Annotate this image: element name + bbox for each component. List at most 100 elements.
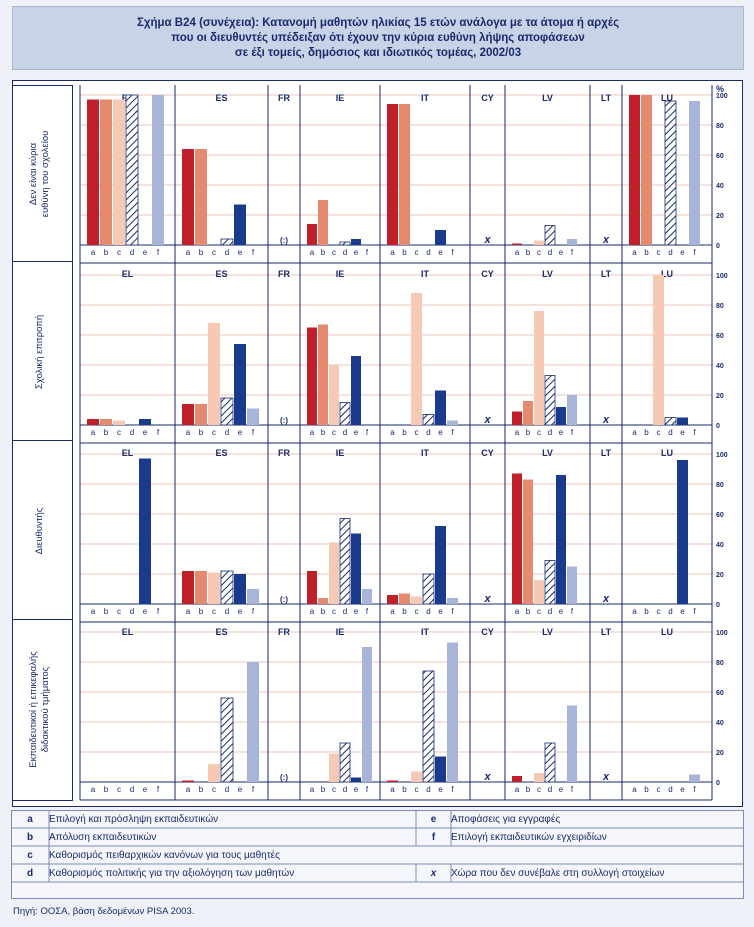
x-tick-label: d: [343, 428, 347, 437]
country-label-LT: LT: [601, 269, 612, 279]
x-tick-label: b: [526, 607, 531, 616]
legend-text-d: Καθορισμός πολιτικής για την αξιολόγηση …: [49, 867, 295, 879]
y-tick-label: 100: [716, 273, 728, 280]
x-tick-label: a: [310, 248, 315, 257]
x-tick-label: f: [252, 248, 255, 257]
country-label-ES: ES: [215, 269, 227, 279]
x-tick-label: d: [426, 248, 430, 257]
country-label-IT: IT: [421, 627, 430, 637]
legend-grid: [11, 810, 744, 899]
bar-IT-d: [422, 670, 435, 783]
x-tick-label: d: [225, 428, 229, 437]
x-tick-label: f: [571, 248, 574, 257]
country-label-EL: EL: [122, 448, 134, 458]
x-tick-label: c: [117, 428, 121, 437]
bar-EL-a: [87, 419, 99, 425]
row-label-box: [12, 261, 73, 444]
legend-key-x: x: [430, 867, 437, 879]
x-tick-label: f: [693, 607, 696, 616]
bar-IT-e: [435, 526, 446, 604]
legend-item-e: e Αποφάσεις για εγγραφές: [416, 810, 560, 828]
x-tick-label: e: [354, 785, 359, 794]
x-tick-label: c: [415, 248, 419, 257]
bar-ES-d: [220, 397, 234, 426]
panel-symbol-LT: x: [602, 234, 610, 246]
country-label-IE: IE: [336, 627, 345, 637]
legend-item-a: a Επιλογή και πρόσληψη εκπαιδευτικών: [11, 810, 218, 828]
bar-LV-f: [567, 705, 577, 782]
bar-IT-d: [422, 573, 435, 605]
country-label-LT: LT: [601, 627, 612, 637]
bar-ES-d: [220, 238, 234, 246]
panel-symbol-FR: (:): [280, 773, 288, 782]
x-tick-label: e: [143, 785, 148, 794]
x-tick-label: e: [438, 428, 443, 437]
x-tick-label: c: [415, 785, 419, 794]
bar-IT-a: [387, 104, 398, 245]
country-label-LV: LV: [542, 448, 553, 458]
legend-text-a: Επιλογή και πρόσληψη εκπαιδευτικών: [49, 813, 219, 825]
x-tick-label: a: [186, 248, 191, 257]
bar-EL-c: [113, 99, 125, 245]
x-tick-label: c: [212, 607, 216, 616]
x-tick-label: b: [402, 607, 407, 616]
x-tick-label: d: [668, 248, 672, 257]
x-tick-label: a: [91, 607, 96, 616]
bar-LV-f: [567, 239, 577, 245]
legend-key-e: e: [430, 813, 437, 825]
bar-ES-b: [195, 571, 207, 604]
x-tick-label: e: [354, 248, 359, 257]
x-tick-label: a: [310, 785, 315, 794]
bar-LV-c: [534, 240, 544, 245]
panel-symbol-FR: (:): [280, 595, 288, 604]
bar-IE-a: [307, 571, 317, 604]
y-tick-label: 0: [716, 780, 720, 787]
bar-ES-f: [247, 589, 259, 604]
source-text: ΟΟΣΑ, βάση δεδομένων PISA 2003.: [37, 906, 195, 917]
x-tick-label: a: [91, 428, 96, 437]
x-tick-label: e: [559, 248, 564, 257]
country-label-FR: FR: [278, 269, 290, 279]
x-tick-label: e: [438, 607, 443, 616]
x-tick-label: b: [321, 607, 326, 616]
panel-symbol-CY: x: [483, 234, 491, 246]
x-tick-label: b: [321, 428, 326, 437]
y-tick-label: 80: [716, 482, 724, 489]
bar-LU-d: [664, 417, 677, 426]
x-tick-label: a: [632, 607, 637, 616]
x-tick-label: c: [212, 248, 216, 257]
x-tick-label: b: [321, 785, 326, 794]
bar-IE-c: [329, 753, 339, 782]
y-tick-label: 60: [716, 512, 724, 519]
bar-IE-d: [339, 518, 351, 605]
panel-symbol-CY: x: [483, 414, 491, 426]
x-tick-label: b: [199, 248, 204, 257]
y-tick-label: 20: [716, 393, 724, 400]
x-tick-label: f: [252, 607, 255, 616]
bar-IE-b: [318, 324, 328, 425]
x-tick-label: c: [537, 785, 541, 794]
x-tick-label: a: [390, 607, 395, 616]
x-tick-label: d: [130, 428, 134, 437]
bar-ES-b: [195, 404, 207, 425]
x-tick-label: e: [238, 248, 243, 257]
x-tick-label: e: [238, 785, 243, 794]
bar-IE-d: [339, 241, 351, 246]
legend-key-c: c: [27, 849, 33, 861]
x-tick-label: d: [225, 785, 229, 794]
y-tick-label: 0: [716, 423, 720, 430]
x-tick-label: c: [657, 785, 661, 794]
legend-item-x: x Χώρα που δεν συνέβαλε στη συλλογή στοιχ…: [416, 864, 665, 882]
legend-text-e: Αποφάσεις για εγγραφές: [451, 813, 561, 825]
bar-IT-e: [435, 756, 446, 782]
bar-LV-a: [512, 473, 522, 604]
x-tick-label: a: [91, 248, 96, 257]
bar-LV-a: [512, 776, 522, 782]
bar-LV-b: [523, 401, 533, 425]
x-tick-label: e: [354, 607, 359, 616]
x-tick-label: b: [644, 785, 649, 794]
bar-LV-a: [512, 243, 522, 245]
x-tick-label: e: [680, 785, 685, 794]
country-label-LV: LV: [542, 269, 553, 279]
x-tick-label: e: [559, 785, 564, 794]
